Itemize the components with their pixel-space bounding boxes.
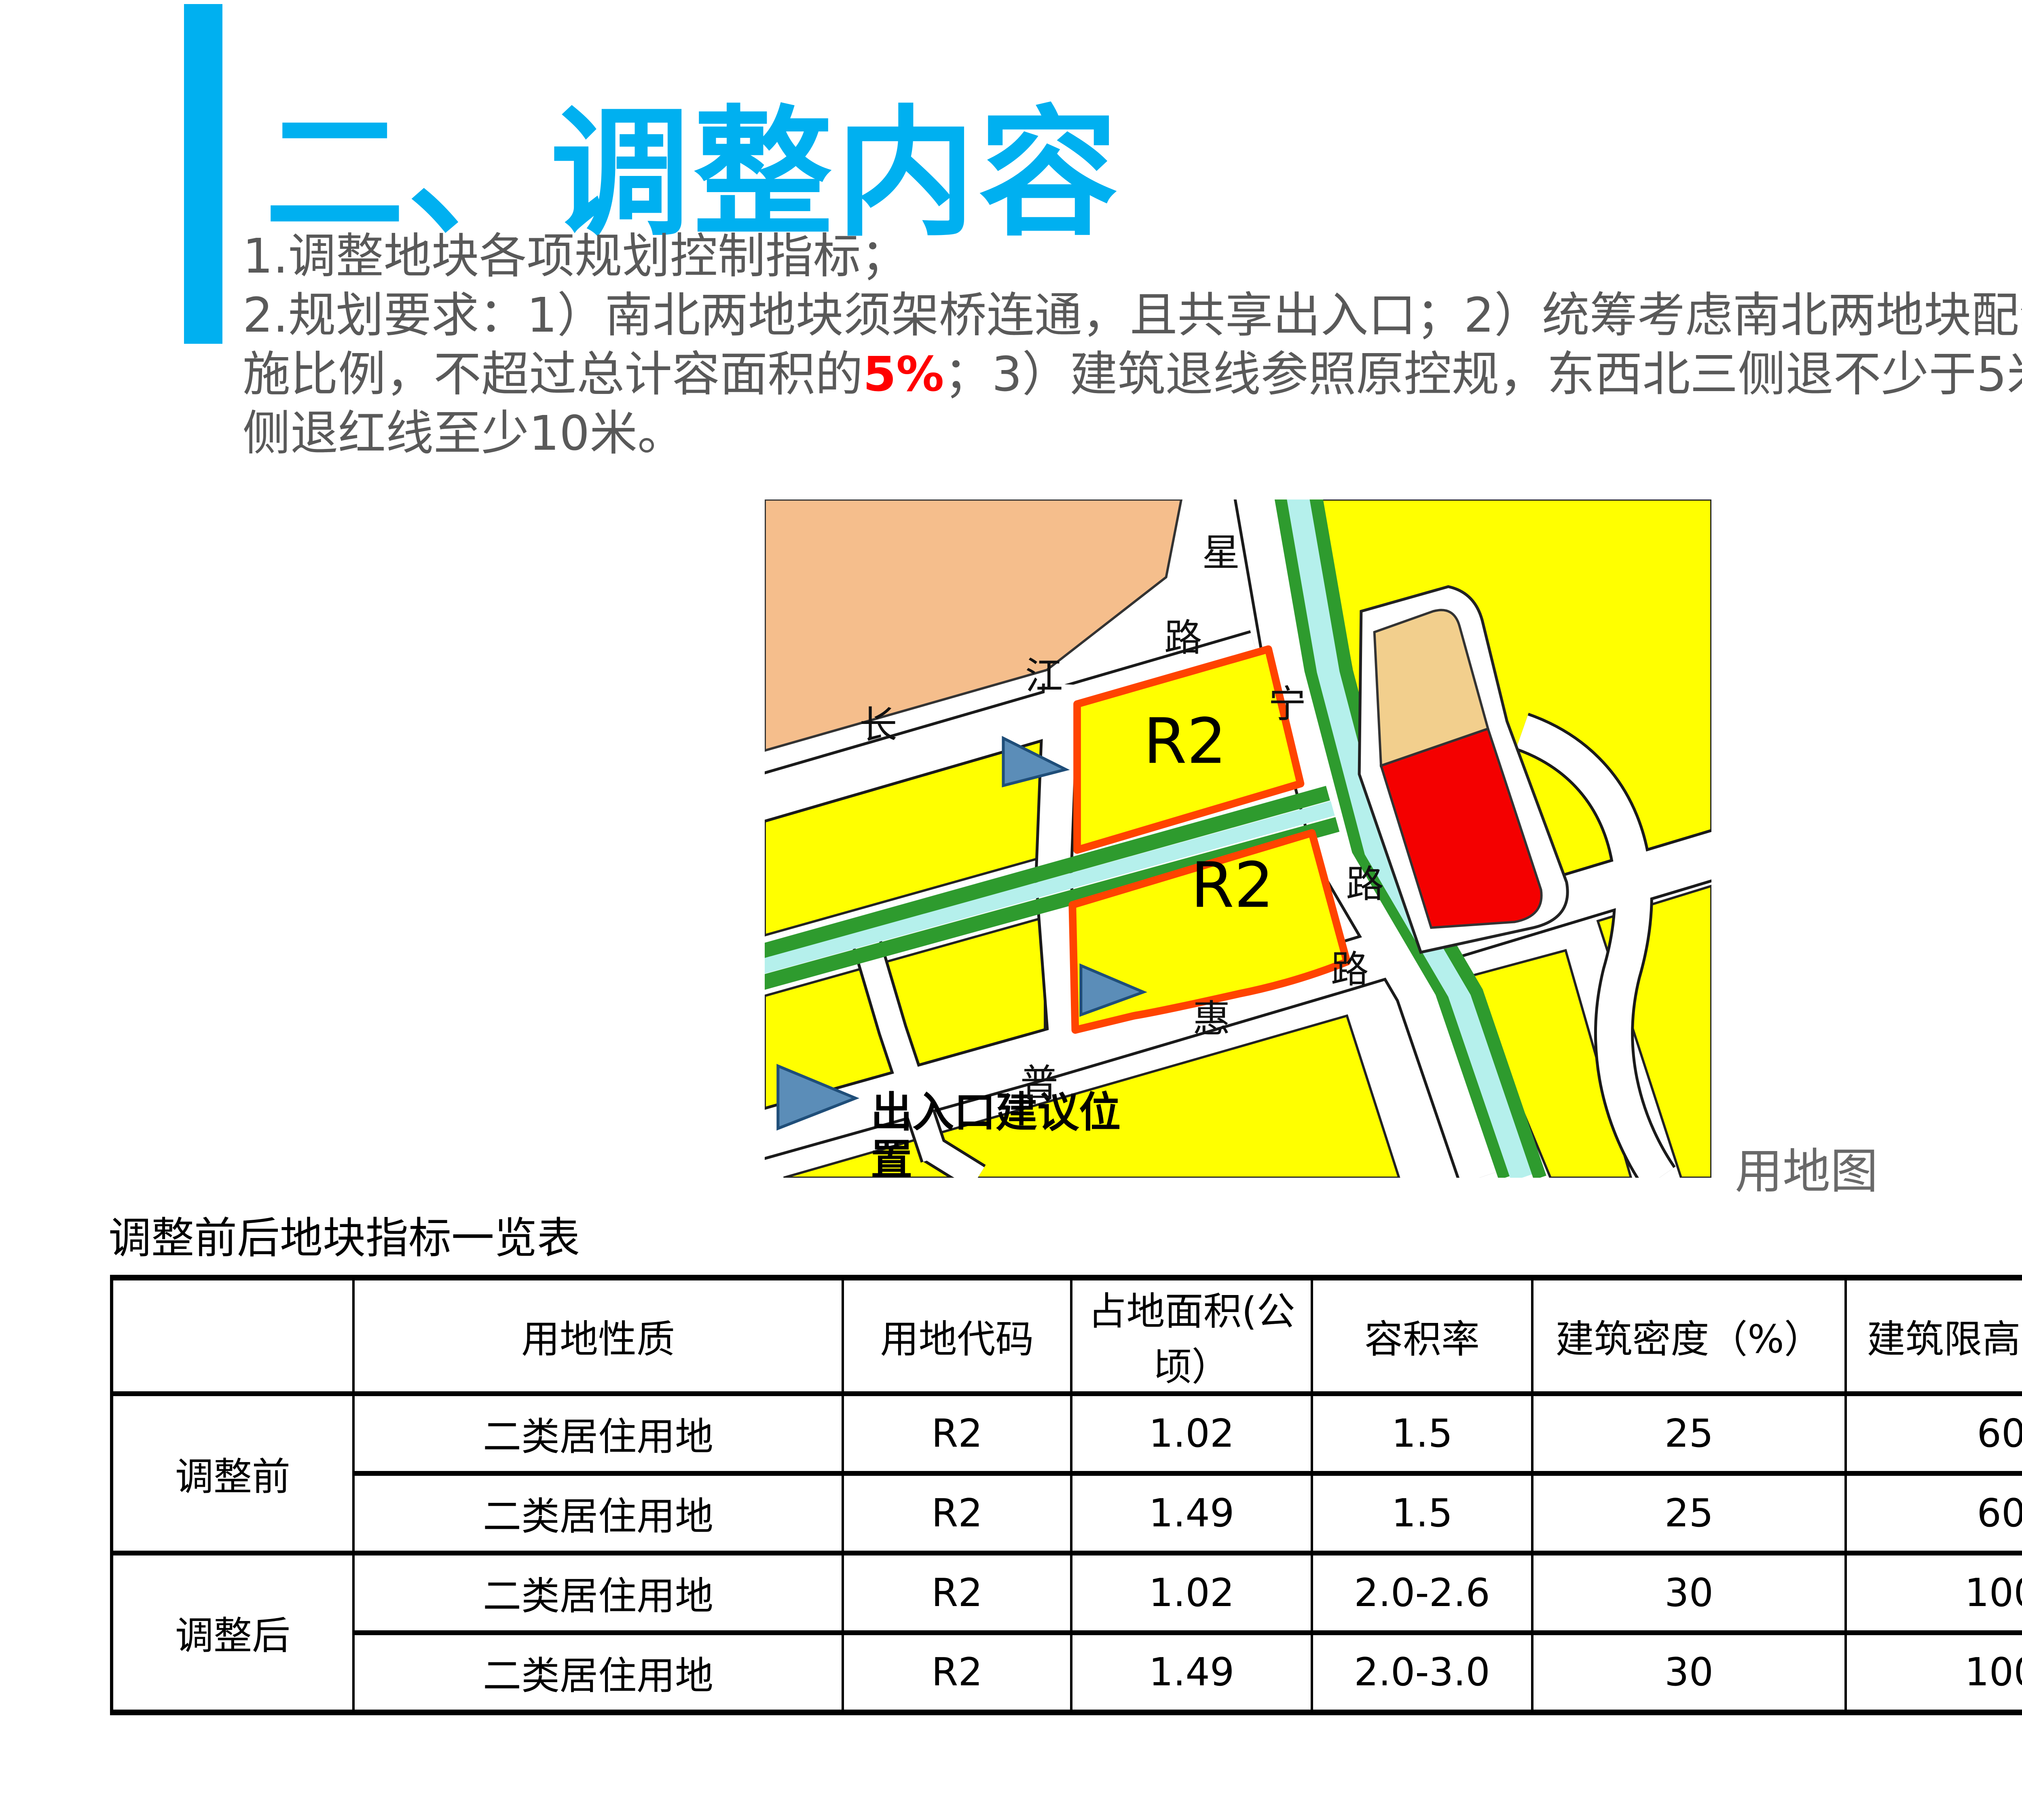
road-label-jiang: 江 (1025, 654, 1063, 698)
header-cell-area: 占地面积(公顷） (1070, 1275, 1313, 1396)
body-line-2: 2.规划要求：1）南北两地块须架桥连通，且共享出入口；2）统筹考虑南北两地块配套… (243, 287, 2022, 343)
table-cell: 1.5 (1311, 1471, 1533, 1555)
land-use-map-svg: 出入口建议位 置 长 江 路 星 宁 路 普 惠 路 R2 R2 (765, 499, 1711, 1178)
legend-arrow-icon (776, 1064, 860, 1131)
body-line-4: 侧退红线至少10米。 (243, 405, 685, 461)
page-title: 二、调整内容 (265, 93, 1121, 255)
table-row-after-2: 二类居住用地 R2 1.49 2.0-3.0 30 100 35 (112, 1630, 2022, 1715)
parcel-label-south: R2 (1191, 849, 1274, 922)
entrance-arrows (1002, 736, 1147, 1017)
table-title: 调整前后地块指标一览表 (108, 1213, 580, 1263)
table-cell: 60 (1844, 1471, 2022, 1555)
table-cell: R2 (842, 1391, 1072, 1476)
r2-parcel-south (1068, 829, 1351, 1034)
body-line-3-highlight: 5% (863, 346, 944, 402)
red-block (1379, 727, 1543, 929)
r2-parcel-north (1073, 645, 1305, 854)
table-cell-adjusted: 100 (1844, 1551, 2022, 1635)
road-label-ning: 宁 (1268, 683, 1306, 727)
table-cell: 1.49 (1070, 1630, 1313, 1715)
body-line-3-pre: 施比例，不超过总计容面积的 (243, 346, 863, 402)
indicators-table: 用地性质 用地代码 占地面积(公顷） 容积率 建筑密度（%） 建筑限高（米） 绿… (110, 1275, 2022, 1715)
table-header-row: 用地性质 用地代码 占地面积(公顷） 容积率 建筑密度（%） 建筑限高（米） 绿… (110, 1275, 2022, 1396)
road-label-chang: 长 (859, 703, 897, 747)
table-cell: 1.49 (1070, 1471, 1313, 1555)
parcel-label-north: R2 (1143, 705, 1227, 778)
tan-block (1373, 609, 1490, 768)
group-label-after: 调整后 (110, 1551, 355, 1715)
body-line-3-post: ；3）建筑退线参照原控规，东西北三侧退不少于5米，南 (944, 346, 2022, 402)
title-accent-bar (184, 4, 222, 344)
table-cell: 1.02 (1070, 1551, 1313, 1635)
header-cell-land-use: 用地性质 (352, 1275, 844, 1396)
table-cell-adjusted: 100 (1844, 1630, 2022, 1715)
header-cell-far: 容积率 (1311, 1275, 1533, 1396)
road-label-lu2: 路 (1346, 863, 1384, 907)
table-cell: R2 (842, 1551, 1072, 1635)
road-label-lu1: 路 (1164, 616, 1202, 660)
header-cell-density: 建筑密度（%） (1531, 1275, 1847, 1396)
table-cell-adjusted: 2.0-2.6 (1311, 1551, 1533, 1635)
table-cell: 60 (1844, 1391, 2022, 1476)
road-label-xing: 星 (1202, 531, 1240, 575)
header-cell-empty (110, 1275, 355, 1396)
r2-parcels (1068, 645, 1351, 1034)
table-cell: 1.5 (1311, 1391, 1533, 1476)
legend-label-line2: 置 (871, 1136, 912, 1178)
header-cell-code: 用地代码 (842, 1275, 1072, 1396)
header-cell-height: 建筑限高（米） (1844, 1275, 2022, 1396)
table-cell: 二类居住用地 (352, 1551, 844, 1635)
table-cell: 二类居住用地 (352, 1471, 844, 1555)
entrance-arrow-icon (1079, 963, 1147, 1017)
body-paragraphs: 1.调整地块各项规划控制指标； 2.规划要求：1）南北两地块须架桥连通，且共享出… (243, 226, 2022, 463)
entrance-arrow-icon (1002, 736, 1070, 787)
table-cell-adjusted: 30 (1531, 1551, 1847, 1635)
body-line-3: 施比例，不超过总计容面积的5%；3）建筑退线参照原控规，东西北三侧退不少于5米，… (243, 345, 2022, 404)
road-label-pu: 普 (1020, 1062, 1058, 1106)
table-cell: R2 (842, 1471, 1072, 1555)
table-row-before-2: 二类居住用地 R2 1.49 1.5 25 60 40 (112, 1471, 2022, 1555)
table-cell: R2 (842, 1630, 1072, 1715)
map-caption: 用地图 (1735, 1143, 1878, 1199)
table-cell-adjusted: 2.0-3.0 (1311, 1630, 1533, 1715)
table-row-after-1: 调整后 二类居住用地 R2 1.02 2.0-2.6 30 100 35 (110, 1551, 2022, 1715)
table-cell: 1.02 (1070, 1391, 1313, 1476)
table-cell: 二类居住用地 (352, 1630, 844, 1715)
legend-label-line1: 出入口建议位 (871, 1088, 1121, 1136)
road-label-lu3: 路 (1331, 948, 1369, 992)
orange-block (765, 499, 1183, 752)
table-cell: 25 (1531, 1471, 1847, 1555)
table-cell: 二类居住用地 (352, 1391, 844, 1476)
table-cell: 25 (1531, 1391, 1847, 1476)
table-row-before-1: 调整前 二类居住用地 R2 1.02 1.5 25 60 40 (110, 1391, 2022, 1555)
road-labels: 长 江 路 星 宁 路 普 惠 路 (859, 531, 1384, 1106)
road-label-hui: 惠 (1193, 997, 1231, 1041)
table-cell-adjusted: 30 (1531, 1630, 1847, 1715)
body-line-1: 1.调整地块各项规划控制指标； (243, 228, 909, 284)
land-use-map: 出入口建议位 置 长 江 路 星 宁 路 普 惠 路 R2 R2 (765, 499, 1711, 1178)
group-label-before: 调整前 (110, 1391, 355, 1555)
